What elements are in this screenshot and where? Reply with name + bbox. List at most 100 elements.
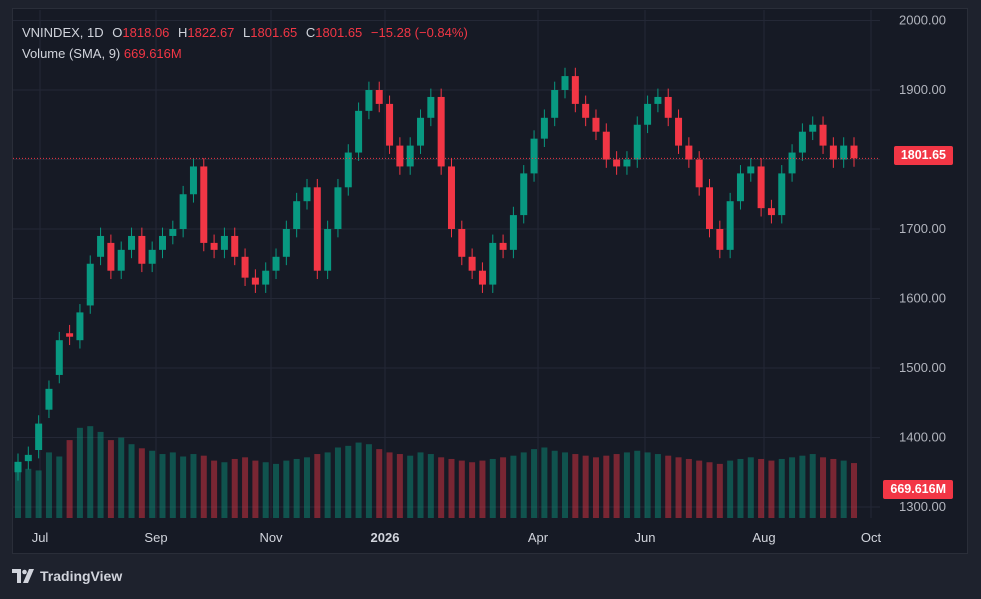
candle-body	[695, 159, 703, 188]
legend-interval[interactable]: 1D	[87, 25, 104, 40]
candle-body	[334, 187, 342, 229]
candle-body	[675, 117, 683, 146]
x-tick-label: 2026	[371, 530, 400, 545]
volume-bar	[500, 457, 507, 518]
volume-bar	[479, 460, 486, 518]
legend-close-value: 1801.65	[315, 25, 363, 40]
candle-body	[644, 103, 652, 125]
candle-body	[189, 166, 197, 195]
volume-bar	[531, 449, 538, 518]
candle-body	[324, 229, 332, 271]
volume-bar	[768, 460, 775, 518]
candle-body	[293, 201, 301, 229]
candle-body	[55, 340, 63, 375]
legend-close-label: C	[305, 25, 316, 40]
candle-body	[582, 103, 590, 118]
volume-bar	[138, 448, 145, 518]
candle-body	[386, 103, 394, 146]
volume-bar	[221, 462, 228, 518]
candle-body	[685, 145, 693, 160]
volume-bar	[169, 452, 176, 518]
volume-bar	[283, 460, 290, 518]
brand-name: TradingView	[40, 568, 123, 584]
legend-volume-label[interactable]: Volume (SMA, 9)	[22, 46, 121, 61]
volume-bar	[706, 462, 713, 518]
volume-bar	[200, 455, 207, 518]
volume-bar	[820, 457, 827, 518]
candle-body	[406, 145, 414, 167]
volume-bar	[644, 452, 651, 518]
volume-bar	[510, 455, 517, 518]
tradingview-logo[interactable]: TradingView	[12, 568, 122, 584]
candle-body	[458, 229, 466, 257]
volume-bar	[572, 454, 579, 518]
volume-bar	[386, 452, 393, 518]
candle-body	[520, 173, 528, 216]
volume-bar	[623, 452, 630, 518]
volume-bar	[15, 467, 21, 518]
legend-symbol[interactable]: VNINDEX	[22, 25, 80, 40]
candle-body	[592, 117, 600, 132]
candle-body	[829, 145, 837, 160]
candle-body	[251, 277, 259, 285]
candle-body	[282, 229, 290, 257]
volume-bar	[675, 457, 682, 518]
volume-bar	[128, 444, 135, 518]
volume-bar	[716, 463, 723, 518]
volume-bar	[242, 457, 249, 518]
volume-bar	[665, 455, 672, 518]
volume-bar	[231, 458, 238, 518]
candle-body	[664, 96, 672, 118]
volume-bar	[56, 456, 63, 518]
last-volume-tag: 669.616M	[883, 480, 953, 499]
x-tick-label: Jun	[635, 530, 656, 545]
tradingview-logo-icon	[12, 569, 34, 583]
candle-body	[396, 145, 404, 167]
candle-body	[241, 256, 249, 278]
volume-bar	[314, 454, 321, 518]
candle-body	[633, 124, 641, 160]
candle-body	[375, 90, 383, 104]
candle-body	[14, 461, 22, 473]
volume-bar	[613, 454, 620, 518]
legend-open-value: 1818.06	[122, 25, 170, 40]
volume-bar	[427, 454, 434, 518]
volume-bar	[365, 444, 372, 518]
volume-bar	[324, 452, 331, 518]
volume-bar	[35, 470, 42, 518]
candle-body	[767, 208, 775, 216]
volume-bar	[830, 458, 837, 518]
x-tick-label: Aug	[752, 530, 775, 545]
candle-body	[623, 159, 631, 167]
candle-body	[344, 152, 352, 188]
x-tick-label: Sep	[144, 530, 167, 545]
candle-body	[571, 76, 579, 104]
volume-bar	[758, 458, 765, 518]
volume-bar	[840, 460, 847, 518]
volume-bar	[107, 440, 114, 518]
volume-bar	[355, 442, 362, 518]
candle-body	[447, 166, 455, 229]
y-tick-label: 1700.00	[899, 221, 946, 236]
volume-bar	[582, 455, 589, 518]
x-tick-label: Apr	[528, 530, 549, 545]
volume-bar	[262, 462, 269, 518]
candle-body	[540, 117, 548, 139]
candle-body	[819, 124, 827, 146]
candle-body	[86, 263, 94, 306]
volume-bar	[685, 458, 692, 518]
legend-change: −15.28 (−0.84%)	[370, 25, 468, 40]
volume-bar	[25, 468, 32, 518]
volume-bar	[87, 426, 94, 518]
legend-low-value: 1801.65	[250, 25, 298, 40]
candle-body	[138, 235, 146, 264]
candle-body	[210, 242, 218, 250]
x-tick-label: Jul	[32, 530, 49, 545]
volume-bar	[737, 458, 744, 518]
candle-body	[478, 270, 486, 285]
candle-body	[468, 256, 476, 271]
volume-bar	[634, 450, 641, 518]
volume-bar	[727, 460, 734, 518]
volume-bar	[438, 457, 445, 518]
